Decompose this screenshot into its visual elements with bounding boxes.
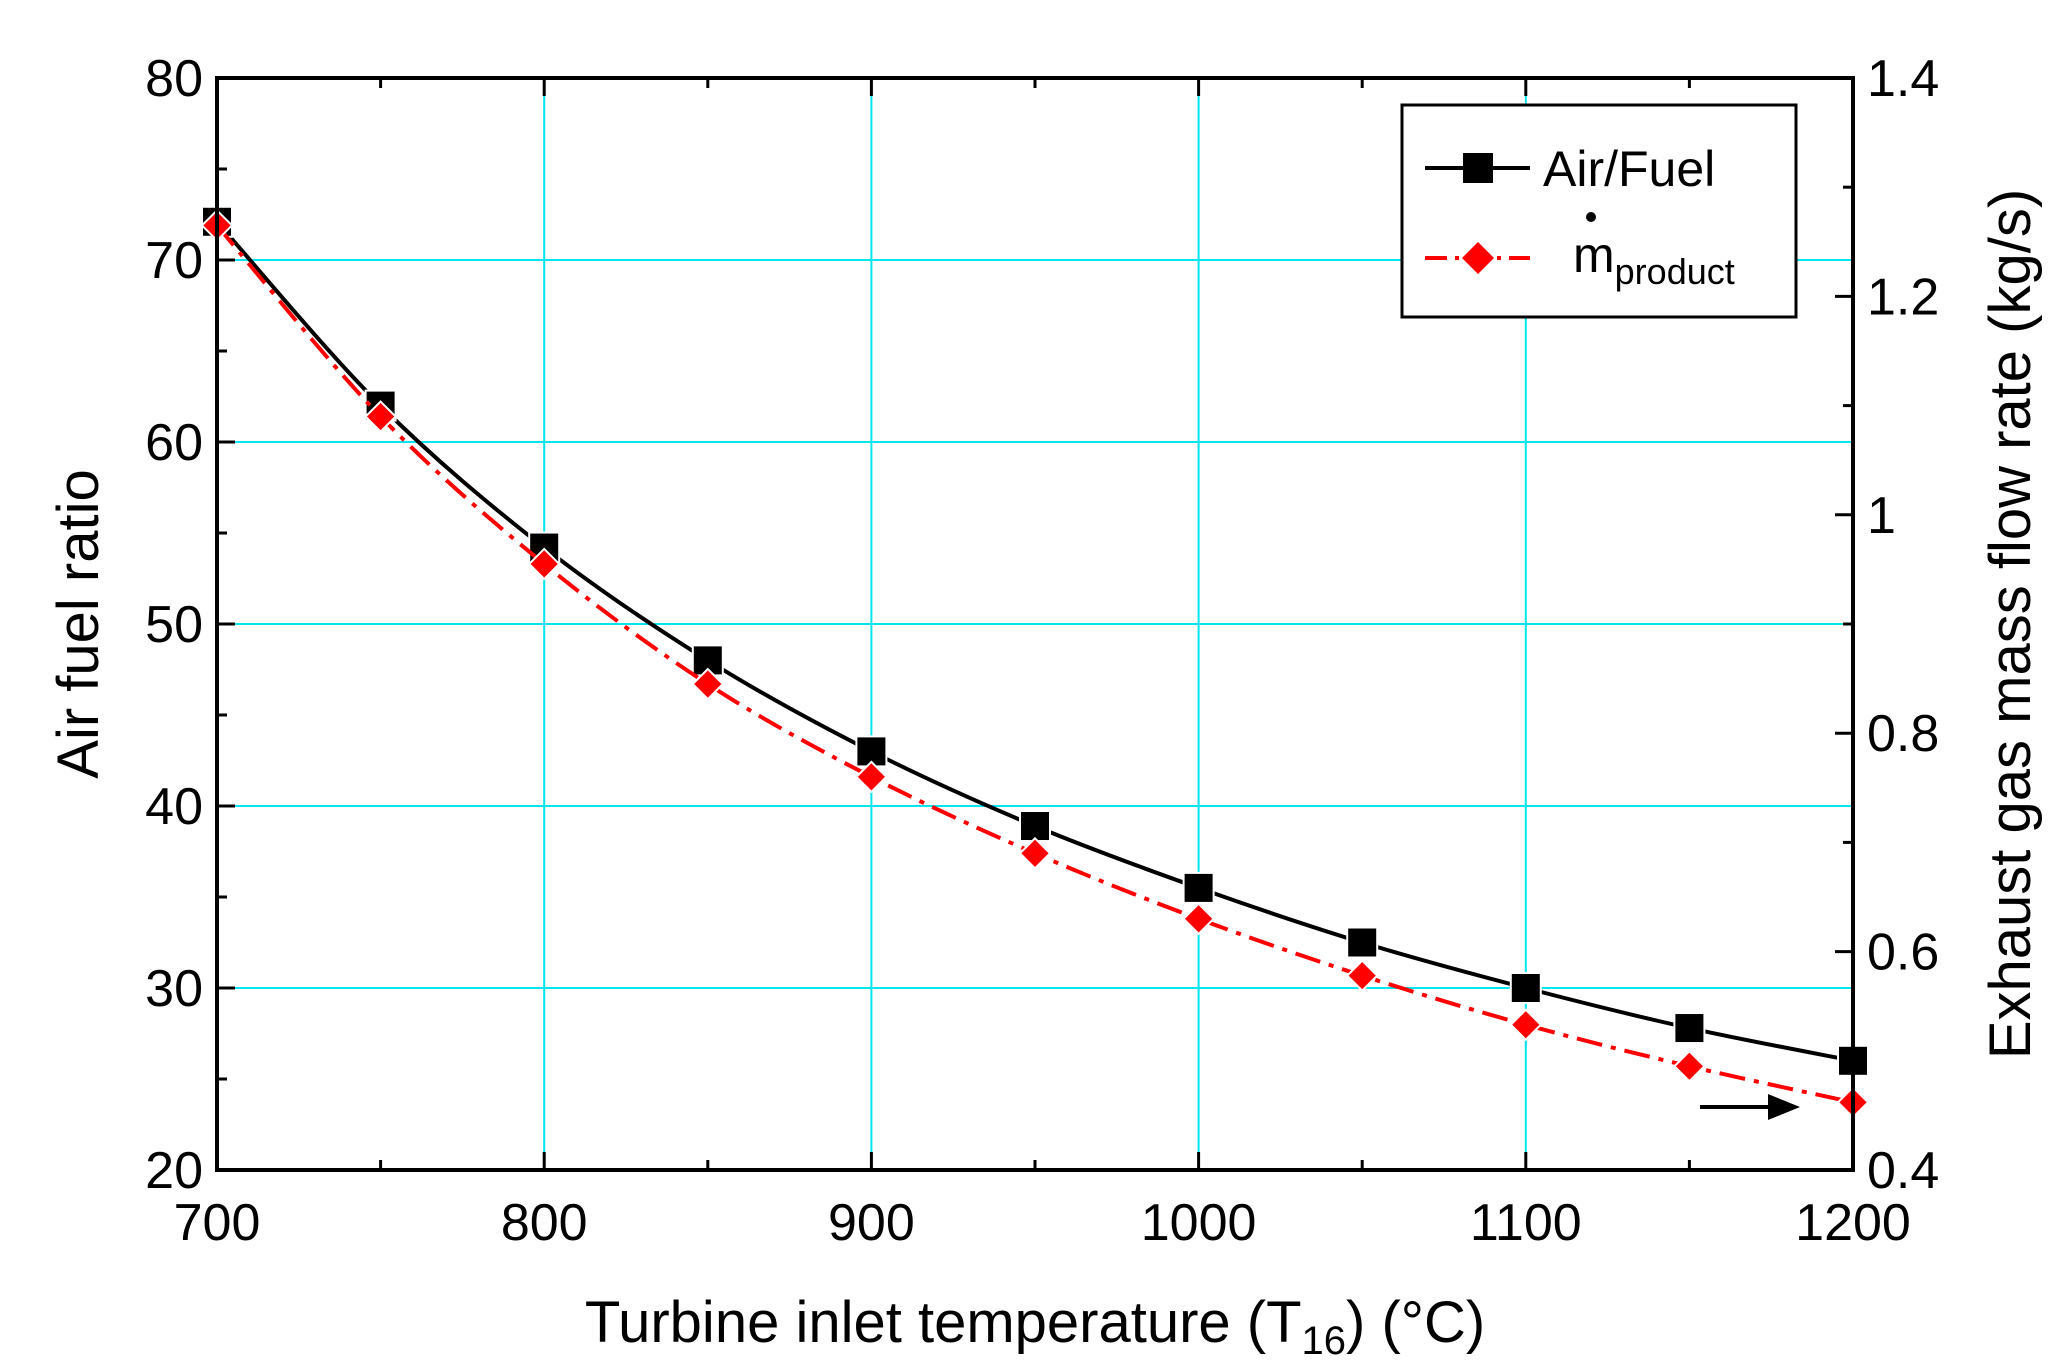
x-tick-label: 900 <box>828 1194 915 1252</box>
x-tick-label: 700 <box>174 1194 261 1252</box>
y-right-tick-label: 0.4 <box>1867 1142 1939 1200</box>
legend-box <box>1400 103 1798 319</box>
legend-m-sub: product <box>1615 251 1735 292</box>
tick-labels: 700 800 900 1000 1100 1200 20 30 40 50 60 70 80 0.4 0.… <box>145 50 1939 1252</box>
y-right-tick-label: 1.2 <box>1867 268 1939 326</box>
series-m-product <box>200 209 1870 1119</box>
legend-label-m-product: mproduct <box>1573 227 1735 292</box>
y-right-axis-title: Exhaust gas mass flow rate (kg/s) <box>1978 189 2043 1059</box>
x-tick-label: 1100 <box>1470 1194 1582 1252</box>
legend-mdot-icon <box>1586 212 1596 222</box>
y-right-tick-label: 0.8 <box>1867 705 1939 763</box>
y-left-tick-label: 60 <box>145 414 203 472</box>
y-left-tick-label: 50 <box>145 596 203 654</box>
series <box>200 205 1870 1119</box>
x-axis-title-main: Turbine inlet temperature (T <box>585 1290 1302 1355</box>
y-left-tick-label: 80 <box>145 50 203 108</box>
y-left-tick-label: 20 <box>145 1142 203 1200</box>
x-axis-title-sub: 16 <box>1302 1319 1347 1363</box>
data-point-square <box>1182 871 1215 904</box>
y-left-axis-title: Air fuel ratio <box>46 469 111 778</box>
y-left-tick-label: 40 <box>145 778 203 836</box>
data-point-square <box>1509 972 1542 1004</box>
data-point-diamond <box>527 547 561 581</box>
data-point-diamond <box>1672 1049 1706 1083</box>
y-left-tick-label: 70 <box>145 232 203 290</box>
data-point-diamond <box>364 400 398 433</box>
series-air-fuel <box>201 205 1869 1077</box>
data-point-diamond <box>1018 836 1052 870</box>
x-axis-title: Turbine inlet temperature (T16) (°C) <box>585 1290 1485 1363</box>
data-point-square <box>1346 926 1379 959</box>
y-right-tick-label: 0.6 <box>1867 924 1939 982</box>
x-tick-label: 1200 <box>1795 1194 1911 1252</box>
series-line <box>215 220 1854 1063</box>
plot-frame <box>215 76 1855 1172</box>
legend-diamond-marker-icon <box>1462 242 1494 274</box>
data-point-diamond <box>1345 959 1379 993</box>
x-tick-label: 1000 <box>1141 1194 1257 1252</box>
data-point-square <box>1673 1012 1706 1045</box>
legend-m-main: m <box>1573 227 1615 283</box>
data-point-diamond <box>1182 902 1216 936</box>
legend-label-air-fuel: Air/Fuel <box>1543 141 1715 197</box>
right-axis-arrow-icon <box>1700 1094 1800 1120</box>
y-right-tick-label: 1 <box>1867 487 1896 545</box>
data-point-diamond <box>1509 1008 1543 1042</box>
x-tick-label: 800 <box>501 1194 588 1252</box>
x-axis-title-tail: ) (°C) <box>1346 1290 1485 1355</box>
series-line <box>215 224 1854 1105</box>
data-point-square <box>1019 810 1051 843</box>
y-left-tick-label: 30 <box>145 960 203 1018</box>
data-point-diamond <box>854 760 888 794</box>
data-point-diamond <box>691 667 725 701</box>
legend-square-marker-icon <box>1463 153 1493 183</box>
legend: Air/Fuel mproduct <box>1400 103 1798 319</box>
y-right-tick-label: 1.4 <box>1867 50 1939 108</box>
